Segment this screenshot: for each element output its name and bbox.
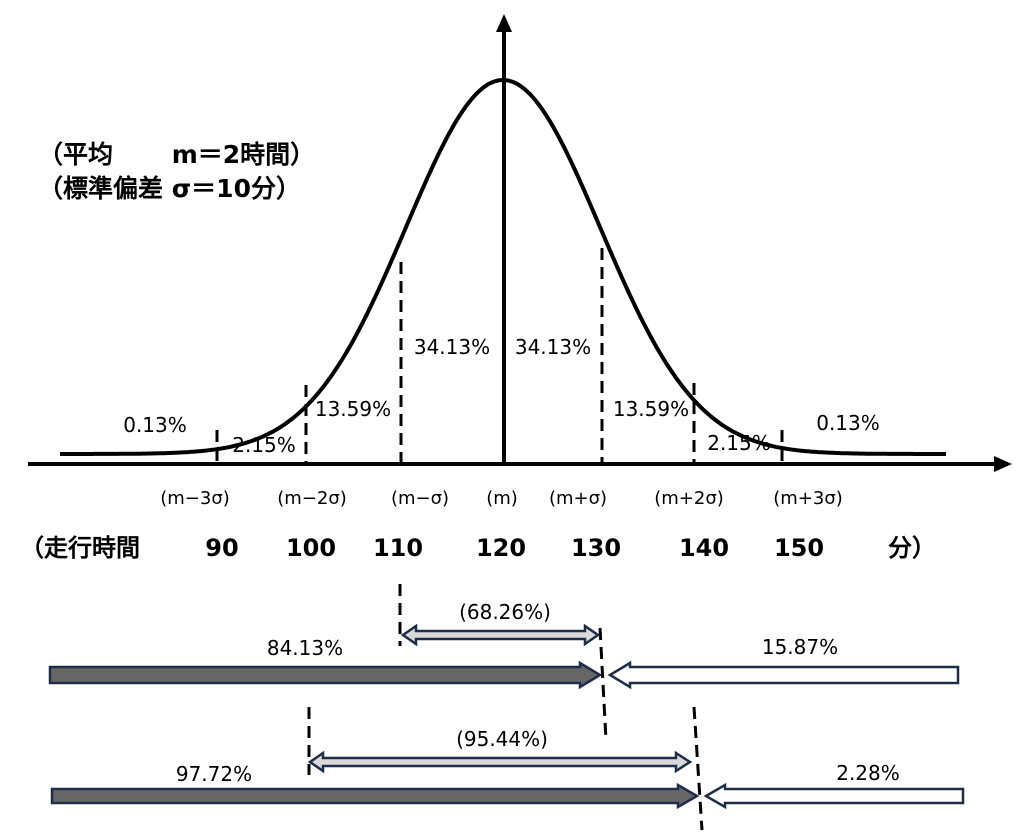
sigma-label-m+1s: (m+σ) xyxy=(549,488,607,509)
sigma-label-m-3s: (m−3σ) xyxy=(160,488,230,509)
two-sigma-below-pct: 97.72% xyxy=(176,762,252,786)
pct-right-2-3: 2.15% xyxy=(707,431,771,455)
sigma-label-m-1s: (m−σ) xyxy=(391,488,449,509)
pct-left-0-1: 34.13% xyxy=(414,335,490,359)
one-sigma-range-arrow xyxy=(400,623,601,647)
pct-left-2-3: 2.15% xyxy=(232,433,296,457)
x-axis-arrowhead xyxy=(994,456,1012,472)
pct-right-0-1: 34.13% xyxy=(515,335,591,359)
two-sigma-above-arrow xyxy=(703,782,965,810)
one-sigma-above-arrow xyxy=(607,660,960,690)
time-value-140: 140 xyxy=(679,534,729,562)
sd-label: （標準偏差 σ＝10分） xyxy=(38,174,301,203)
two-sigma-range-pct: (95.44%) xyxy=(456,727,548,751)
y-axis-arrowhead xyxy=(496,14,512,32)
two-sigma-range-arrow xyxy=(307,750,693,774)
one-sigma-right-marker xyxy=(598,627,608,741)
two-sigma-below-arrow xyxy=(50,782,700,810)
time-value-120: 120 xyxy=(476,534,526,562)
sigma-label-m+3s: (m+3σ) xyxy=(773,488,843,509)
one-sigma-below-pct: 84.13% xyxy=(267,636,343,660)
time-value-150: 150 xyxy=(774,534,824,562)
time-value-90: 90 xyxy=(205,534,238,562)
sigma-label-m+2s: (m+2σ) xyxy=(654,488,724,509)
time-axis-label: （走行時間 xyxy=(20,534,140,562)
pct-left-tail: 0.13% xyxy=(123,413,187,437)
mean-label: （平均 m＝2時間） xyxy=(38,140,315,169)
pct-right-tail: 0.13% xyxy=(816,411,880,435)
time-value-110: 110 xyxy=(373,534,423,562)
one-sigma-above-pct: 15.87% xyxy=(762,635,838,659)
time-unit-label: 分） xyxy=(888,534,936,562)
sigma-label-m: (m) xyxy=(486,488,518,509)
time-value-130: 130 xyxy=(571,534,621,562)
pct-left-1-2: 13.59% xyxy=(315,397,391,421)
two-sigma-right-marker xyxy=(692,706,704,831)
one-sigma-range-pct: (68.26%) xyxy=(459,600,551,624)
two-sigma-above-pct: 2.28% xyxy=(836,761,900,785)
sigma-label-m-2s: (m−2σ) xyxy=(277,488,347,509)
one-sigma-below-arrow xyxy=(48,660,603,690)
pct-right-1-2: 13.59% xyxy=(613,397,689,421)
time-value-100: 100 xyxy=(286,534,336,562)
